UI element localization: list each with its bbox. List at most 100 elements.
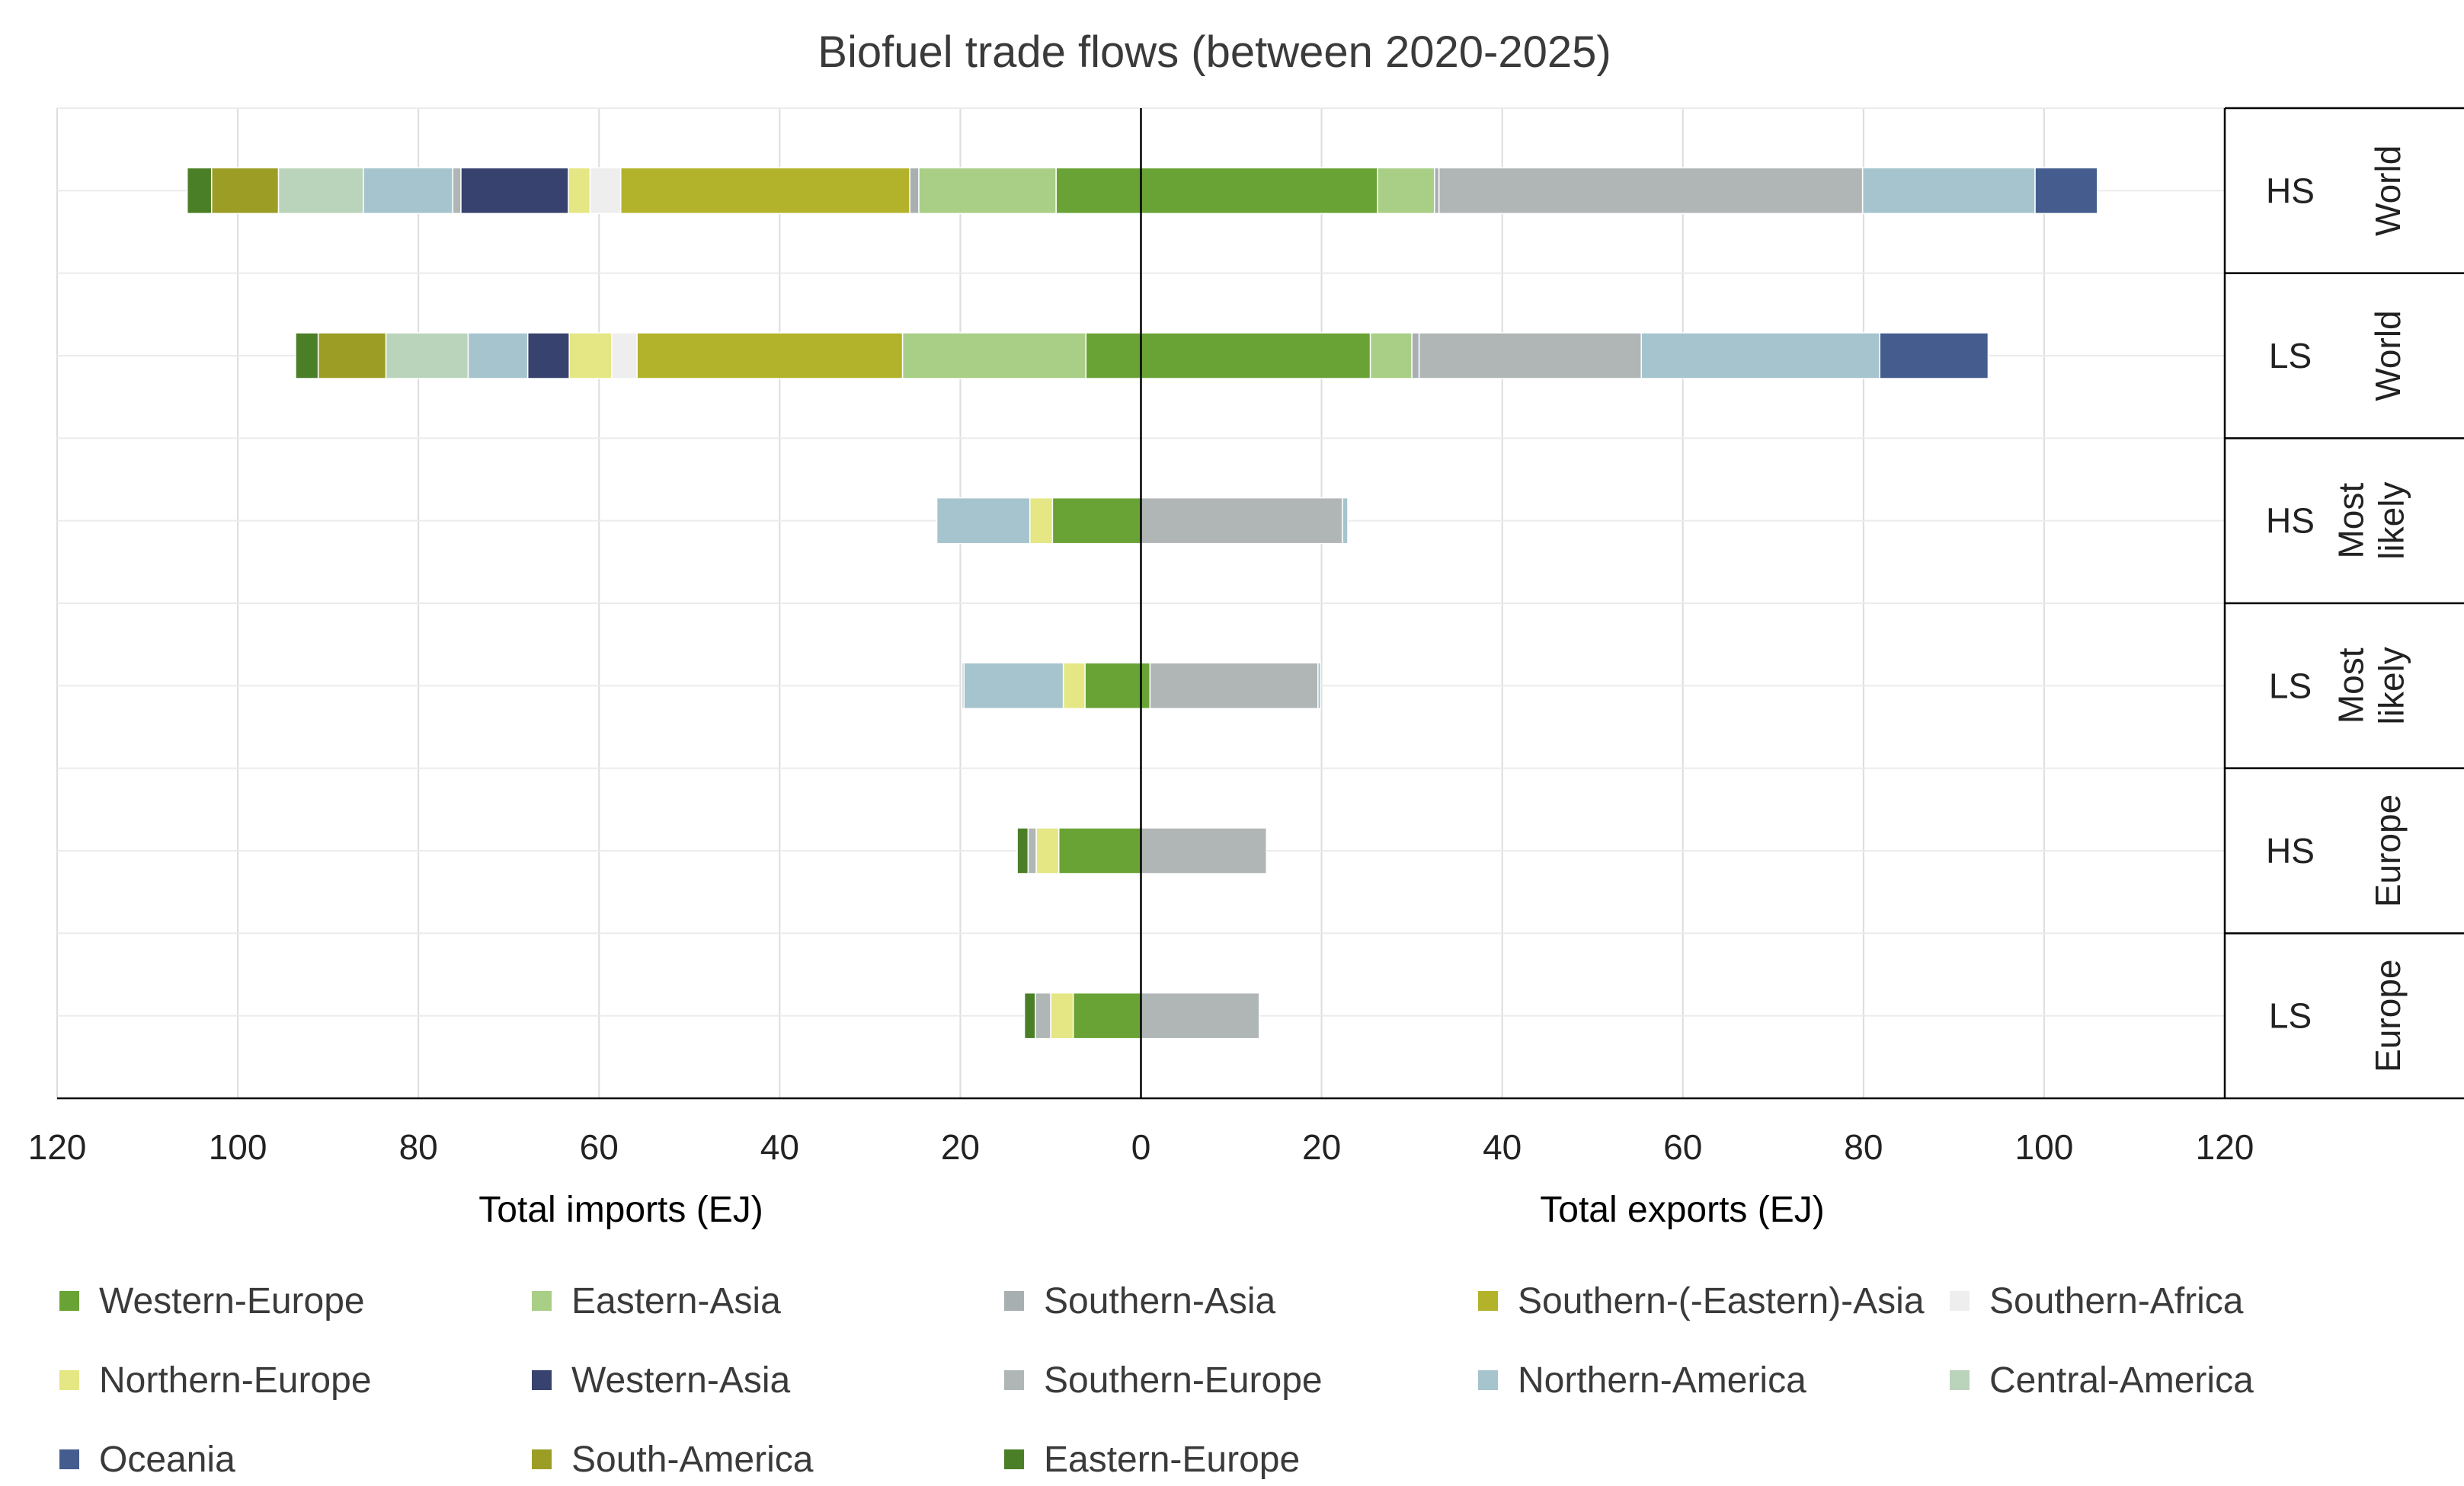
bar-import-northern-europe	[568, 167, 591, 215]
legend: Western-Europe Eastern-Asia Southern-Asia S…	[59, 1281, 2254, 1480]
bar-import-southern-eastern-asia	[636, 332, 904, 379]
bar-import-eastern-asia	[918, 167, 1057, 215]
bar-import-central-america	[277, 167, 364, 215]
x-axis-label-exports: Total exports (EJ)	[1540, 1190, 1824, 1230]
bar-import-southern-africa	[611, 332, 638, 379]
bar-import-western-europe	[1055, 167, 1142, 215]
legend-label-northern-europe: Northern-Europe	[99, 1360, 372, 1401]
bar-import-southern-europe	[1027, 827, 1037, 874]
bar-export-northern-america	[1317, 662, 1322, 710]
bar-import-southern-europe	[1035, 992, 1051, 1040]
legend-label-southern-eastern-asia: Southern-(-Eastern)-Asia	[1518, 1281, 1925, 1321]
axes: 120 100 80 60 40 20 0 20 40 60 80 100 120	[28, 108, 2254, 1167]
row-label-scenario: HS	[2266, 501, 2315, 541]
x-tick-label: 80	[1844, 1127, 1883, 1167]
bar-export-western-europe	[1140, 332, 1371, 379]
legend-swatch-northern-europe	[59, 1370, 79, 1390]
bar-import-northern-europe	[1035, 827, 1060, 874]
bar-import-western-europe	[1051, 497, 1142, 545]
bar-export-northern-america	[1861, 167, 2036, 215]
bar-import-western-europe	[1072, 992, 1142, 1040]
bar-import-northern-europe	[1062, 662, 1086, 710]
bar-import-eastern-europe	[186, 167, 213, 215]
legend-label-northern-america: Northern-America	[1518, 1360, 1806, 1401]
bar-import-eastern-europe	[295, 332, 319, 379]
legend-label-oceania: Oceania	[99, 1440, 235, 1480]
bar-export-southern-europe	[1438, 167, 1864, 215]
bar-import-northern-america	[467, 332, 529, 379]
bar-import-southern-asia	[909, 167, 920, 215]
bar-export-southern-asia	[1434, 167, 1440, 215]
row-label-group: Mostlikely	[2331, 482, 2411, 560]
bar-import-southern-europe	[962, 662, 965, 710]
bar-export-oceania	[2034, 167, 2098, 215]
row-label-group: Mostlikely	[2331, 647, 2411, 724]
bar-import-northern-america	[936, 497, 1031, 545]
bar-import-western-asia	[526, 332, 570, 379]
bar-export-southern-europe	[1140, 497, 1343, 545]
bars	[186, 167, 2098, 1040]
bar-import-south-america	[317, 332, 387, 379]
legend-label-southern-africa: Southern-Africa	[1989, 1281, 2244, 1321]
bar-export-southern-europe	[1418, 332, 1642, 379]
row-label-group-line: Most	[2331, 483, 2370, 559]
legend-label-south-america: South-America	[571, 1440, 814, 1480]
legend-swatch-southern-africa	[1950, 1291, 1970, 1311]
row-label-group: World	[2368, 310, 2408, 401]
bar-export-southern-asia	[1411, 332, 1420, 379]
bar-import-southern-europe	[452, 167, 462, 215]
bar-import-western-europe	[1084, 662, 1142, 710]
legend-label-western-europe: Western-Europe	[99, 1281, 365, 1321]
x-tick-label: 60	[580, 1127, 619, 1167]
bar-import-western-europe	[1058, 827, 1142, 874]
bar-export-western-europe	[1140, 662, 1151, 710]
bar-export-southern-europe	[1140, 827, 1268, 874]
row-label-scenario: HS	[2266, 831, 2315, 871]
bar-export-northern-america	[1342, 497, 1349, 545]
bar-import-eastern-europe	[1023, 992, 1036, 1040]
row-label-group: Europe	[2368, 959, 2408, 1072]
bar-import-northern-europe	[1050, 992, 1074, 1040]
bar-import-northern-america	[963, 662, 1064, 710]
legend-swatch-oceania	[59, 1449, 79, 1469]
row-label-scenario: LS	[2269, 996, 2312, 1036]
bar-import-central-america	[385, 332, 469, 379]
legend-swatch-central-america	[1950, 1370, 1970, 1390]
bar-import-northern-europe	[568, 332, 613, 379]
bar-import-eastern-europe	[1016, 827, 1029, 874]
legend-label-southern-europe: Southern-Europe	[1044, 1360, 1323, 1401]
legend-swatch-eastern-asia	[532, 1291, 552, 1311]
x-tick-label: 60	[1663, 1127, 1702, 1167]
bar-import-eastern-asia	[901, 332, 1086, 379]
bar-export-southern-europe	[1140, 992, 1260, 1040]
legend-swatch-south-america	[532, 1449, 552, 1469]
row-label-group: Europe	[2368, 794, 2408, 907]
bar-import-northern-america	[363, 167, 453, 215]
x-tick-label: 40	[760, 1127, 799, 1167]
bar-export-western-europe	[1140, 167, 1378, 215]
x-tick-label: 80	[399, 1127, 438, 1167]
x-tick-label: 40	[1483, 1127, 1522, 1167]
legend-swatch-northern-america	[1478, 1370, 1498, 1390]
bar-import-western-asia	[460, 167, 569, 215]
row-label-scenario: LS	[2269, 336, 2312, 375]
row-label-group-line: likely	[2371, 482, 2411, 560]
legend-label-central-america: Central-America	[1989, 1360, 2254, 1401]
x-tick-label: 0	[1131, 1127, 1151, 1167]
bar-export-oceania	[1879, 332, 1989, 379]
legend-label-eastern-asia: Eastern-Asia	[571, 1281, 781, 1321]
legend-label-western-asia: Western-Asia	[571, 1360, 791, 1401]
bar-export-eastern-asia	[1377, 167, 1435, 215]
legend-label-southern-asia: Southern-Asia	[1044, 1281, 1275, 1321]
bar-import-southern-eastern-asia	[619, 167, 910, 215]
x-tick-label: 100	[209, 1127, 267, 1167]
legend-swatch-western-asia	[532, 1370, 552, 1390]
x-tick-label: 120	[2196, 1127, 2254, 1167]
x-tick-label: 120	[28, 1127, 87, 1167]
legend-swatch-southern-eastern-asia	[1478, 1291, 1498, 1311]
bar-import-southern-africa	[589, 167, 622, 215]
x-axis-label-imports: Total imports (EJ)	[478, 1190, 763, 1230]
bar-export-southern-europe	[1149, 662, 1319, 710]
legend-label-eastern-europe: Eastern-Europe	[1044, 1440, 1300, 1480]
